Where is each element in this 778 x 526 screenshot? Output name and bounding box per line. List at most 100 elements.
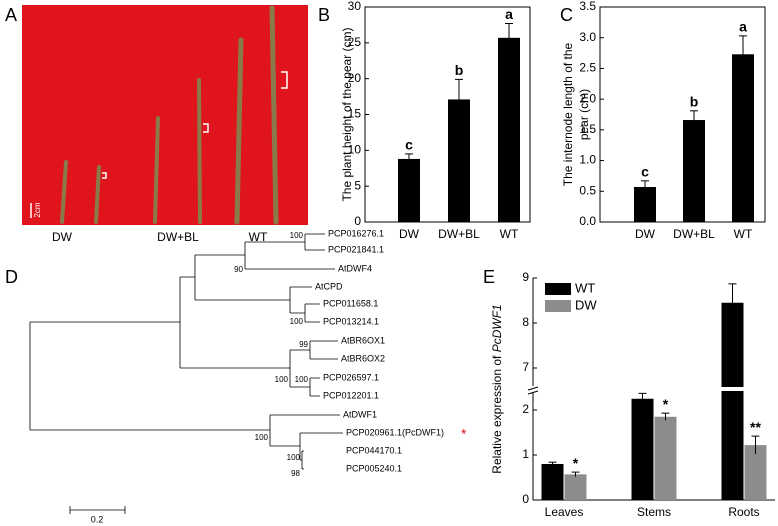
branch — [304, 233, 325, 251]
y-tick-label: 3.5 — [579, 0, 596, 13]
y-tick-label: 0 — [354, 214, 361, 228]
significance-label: c — [641, 164, 649, 180]
branch — [179, 276, 290, 369]
bar — [744, 445, 767, 500]
bar — [398, 158, 420, 222]
leaf-label: PCP026597.1 — [323, 372, 379, 382]
photo-label: DW+BL — [157, 230, 199, 244]
x-tick-label: DW — [635, 227, 656, 241]
significance-label: a — [739, 19, 747, 35]
photo-background — [22, 5, 308, 225]
y-tick-label: 25 — [348, 35, 362, 49]
y-tick-label: 8 — [522, 315, 529, 329]
bootstrap-value: 99 — [299, 340, 308, 349]
x-tick-label: WT — [734, 227, 753, 241]
x-tick-label: DW — [399, 227, 420, 241]
bootstrap-value: 100 — [275, 375, 289, 384]
y-tick-label: 15 — [348, 107, 362, 121]
legend-label: WT — [575, 280, 595, 295]
bar — [564, 474, 587, 500]
branch — [289, 349, 310, 388]
y-tick-label: 5 — [354, 178, 361, 192]
branch — [269, 414, 340, 447]
y-axis-label-text: Relative expression of — [490, 355, 504, 474]
y-axis-label: The internode length of the — [561, 42, 575, 186]
x-tick-label: Leaves — [545, 505, 584, 519]
x-tick-label: WT — [500, 227, 519, 241]
x-tick-label: DW+BL — [438, 227, 480, 241]
branch — [29, 321, 270, 431]
bar — [448, 99, 470, 222]
branch — [194, 254, 290, 301]
axis-break-mark — [527, 390, 539, 395]
panel-label: D — [5, 267, 18, 287]
branch — [301, 450, 304, 470]
tree-scale: 0.2 — [91, 514, 104, 524]
significance-label: ** — [750, 419, 761, 435]
branch — [309, 340, 338, 360]
stem — [153, 116, 160, 224]
bracket — [102, 172, 107, 179]
y-tick-label: 1 — [522, 447, 529, 461]
branch — [304, 303, 320, 323]
bar — [634, 186, 656, 222]
leaf-label: PCP005240.1 — [346, 463, 402, 473]
significance-label: b — [690, 94, 699, 110]
x-tick-label: Roots — [728, 505, 759, 519]
y-tick-label: 20 — [348, 71, 362, 85]
branch — [289, 286, 312, 314]
branch — [244, 241, 335, 270]
y-axis-label: Relative expression of PcDWF1 — [490, 304, 504, 473]
leaf-label: PCP011658.1 — [323, 298, 378, 308]
y-tick-label: 9 — [522, 270, 529, 284]
leaf-label: AtCPD — [315, 281, 343, 291]
y-tick-label: 1.0 — [579, 153, 596, 167]
panel-label: C — [560, 5, 573, 25]
legend-swatch — [545, 283, 571, 295]
leaf-label: PCP013214.1 — [323, 316, 379, 326]
y-tick-label: 7 — [522, 360, 529, 374]
branch — [309, 377, 320, 397]
bar — [732, 54, 754, 222]
leaf-label: PCP020961.1(PcDWF1) — [346, 427, 444, 437]
photo-label: DW — [52, 230, 73, 244]
bar — [721, 302, 744, 500]
x-tick-label: Stems — [637, 505, 671, 519]
photo: 2cm — [22, 5, 308, 225]
bootstrap-value: 100 — [287, 453, 301, 462]
leaf-label: AtBR6OX1 — [341, 335, 385, 345]
stem — [94, 165, 101, 224]
significance-label: a — [505, 6, 513, 22]
panel-label: E — [483, 267, 495, 287]
y-axis-label: The plant height of the pear (cm) — [340, 27, 354, 201]
bar — [683, 120, 705, 222]
significance-label: c — [405, 137, 413, 153]
legend-label: DW — [575, 297, 597, 312]
leaf-label: PCP012201.1 — [323, 390, 379, 400]
panel-label: A — [5, 5, 17, 25]
leaf-label: AtDWF1 — [343, 409, 377, 419]
stem — [60, 160, 68, 224]
y-tick-label: 10 — [348, 143, 362, 157]
stem — [269, 5, 279, 225]
significance-label: * — [573, 455, 579, 471]
y-tick-label: 3.0 — [579, 30, 596, 44]
bootstrap-value: 100 — [290, 317, 304, 326]
bootstrap-value: 100 — [255, 433, 269, 442]
y-tick-label: 0.5 — [579, 183, 596, 197]
legend-swatch — [545, 300, 571, 312]
leaf-label: PCP016276.1 — [328, 228, 384, 238]
bar — [654, 416, 677, 500]
y-tick-label: 2.5 — [579, 61, 596, 75]
bootstrap-value: 98 — [291, 469, 300, 478]
leaf-label: AtDWF4 — [338, 263, 372, 273]
y-axis-label: pear (cm) — [577, 89, 591, 140]
phylogenetic-tree — [29, 233, 343, 514]
leaf-label: AtBR6OX2 — [341, 353, 385, 363]
y-tick-label: 2 — [522, 402, 529, 416]
bootstrap-value: 100 — [290, 231, 304, 240]
axis-break-mark — [527, 386, 539, 391]
bar — [631, 398, 654, 500]
branch — [299, 432, 343, 461]
panel-label: B — [318, 5, 330, 25]
